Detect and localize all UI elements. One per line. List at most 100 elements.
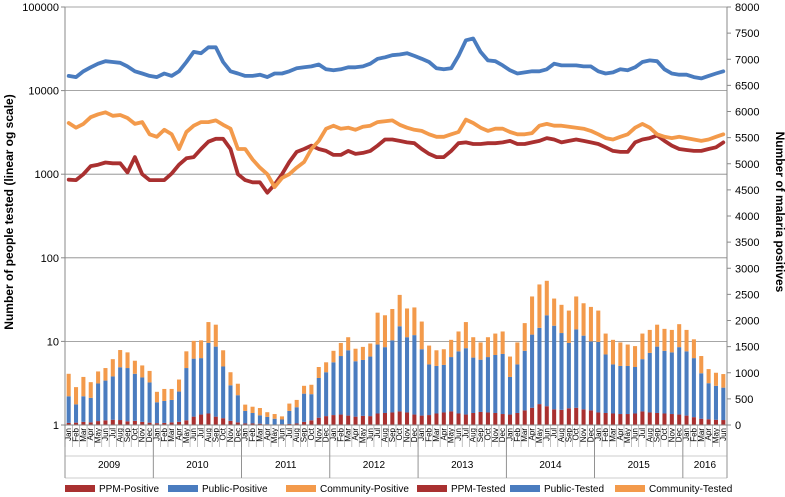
bar-segment: [610, 339, 616, 365]
bar-segment: [346, 350, 351, 416]
bar-segment: [655, 324, 660, 347]
bar-segment: [353, 348, 358, 362]
month-label: Jan: [241, 428, 250, 441]
month-label: Mar: [255, 428, 264, 442]
month-label: Dec: [233, 428, 242, 442]
bar-segment: [596, 310, 601, 342]
bar-segment: [633, 413, 638, 425]
bar-segment: [324, 362, 329, 373]
left-tick-label: 100: [41, 253, 59, 265]
bar-segment: [713, 385, 718, 420]
bar-segment: [449, 357, 454, 412]
bar-segment: [537, 327, 542, 405]
month-label: Nov: [491, 428, 500, 442]
bar-segment: [544, 315, 549, 407]
month-label: Jan: [506, 428, 515, 441]
bar-segment: [287, 410, 292, 424]
month-label: Apr: [263, 428, 272, 441]
bar-segment: [405, 412, 410, 425]
bar-segment: [456, 351, 461, 414]
bar-segment: [206, 342, 211, 414]
bar-segment: [647, 412, 652, 425]
bar-segment: [530, 296, 535, 335]
bar-segment: [441, 364, 446, 413]
bar-segment: [324, 416, 329, 425]
bar-segment: [338, 414, 343, 425]
bar-segment: [655, 412, 660, 425]
bar-segment: [427, 345, 432, 365]
right-tick-label: 1500: [735, 342, 759, 354]
bar-segment: [272, 414, 277, 419]
bar-segment: [640, 359, 645, 412]
bar-segment: [368, 343, 373, 357]
bar-segment: [427, 364, 432, 416]
bar-segment: [382, 347, 387, 413]
bar-segment: [132, 360, 137, 374]
right-tick-label: 1000: [735, 368, 759, 380]
bar-segment: [294, 399, 299, 408]
bar-segment: [88, 422, 93, 425]
bar-segment: [243, 410, 248, 424]
bar-segment: [360, 346, 365, 360]
right-axis-ticks: 0 500 1000 1500 2000 2500 3000 3500 4000 4500 5000…: [727, 2, 759, 432]
month-label: May: [182, 428, 191, 443]
bar-segment: [221, 366, 226, 419]
month-label: Feb: [425, 427, 434, 441]
month-label: Oct: [572, 427, 581, 440]
bar-segment: [118, 350, 123, 368]
month-label: May: [535, 428, 544, 443]
bar-segment: [625, 344, 630, 366]
bar-segment: [706, 369, 711, 384]
bar-segment: [647, 329, 652, 353]
month-label: Apr: [528, 428, 537, 441]
bar-segment: [265, 412, 270, 417]
bar-segment: [265, 416, 270, 425]
right-tick-label: 4000: [735, 211, 759, 223]
month-label: Nov: [579, 428, 588, 442]
month-label: Nov: [667, 428, 676, 442]
left-tick-label: 1: [53, 420, 59, 432]
bar-segment: [669, 414, 674, 425]
bar-segment: [375, 413, 380, 425]
legend-label: Community-Positive: [320, 484, 409, 495]
bar-segment: [684, 351, 689, 416]
legend-swatch: [286, 485, 316, 492]
bar-segment: [588, 410, 593, 425]
bar-segment: [566, 310, 571, 343]
bar-segment: [721, 387, 726, 421]
month-label: Feb: [248, 427, 257, 441]
right-tick-label: 8000: [735, 2, 759, 14]
month-label: Oct: [660, 427, 669, 440]
month-label: Jan: [64, 428, 73, 441]
bar-segment: [699, 418, 704, 425]
year-label: 2014: [539, 460, 562, 471]
series-line: [66, 133, 726, 195]
bar-segment: [618, 342, 623, 366]
year-label: 2013: [451, 460, 474, 471]
bar-segment: [132, 373, 137, 421]
series-line: [66, 110, 726, 190]
bar-segment: [463, 414, 468, 425]
bar-segment: [191, 358, 196, 417]
bar-segment: [228, 372, 233, 386]
bar-segment: [390, 340, 395, 413]
bar-segment: [405, 337, 410, 413]
bar-segment: [140, 421, 145, 425]
right-tick-label: 6000: [735, 107, 759, 119]
bar-segment: [390, 412, 395, 425]
bar-segment: [691, 417, 696, 425]
bar-segment: [162, 388, 167, 401]
bar-segment: [125, 352, 130, 369]
month-label: Oct: [307, 427, 316, 440]
bar-segment: [684, 329, 689, 352]
bar-segment: [169, 422, 174, 425]
legend-swatch: [65, 485, 95, 492]
month-label: Mar: [520, 428, 529, 442]
bar-segment: [169, 399, 174, 423]
bar-segment: [485, 357, 490, 413]
legend-label: PPM-Positive: [99, 484, 159, 495]
bar-segment: [507, 356, 513, 377]
bar-segment: [397, 294, 402, 327]
bar-segment: [147, 370, 152, 383]
bar-segment: [544, 406, 549, 425]
